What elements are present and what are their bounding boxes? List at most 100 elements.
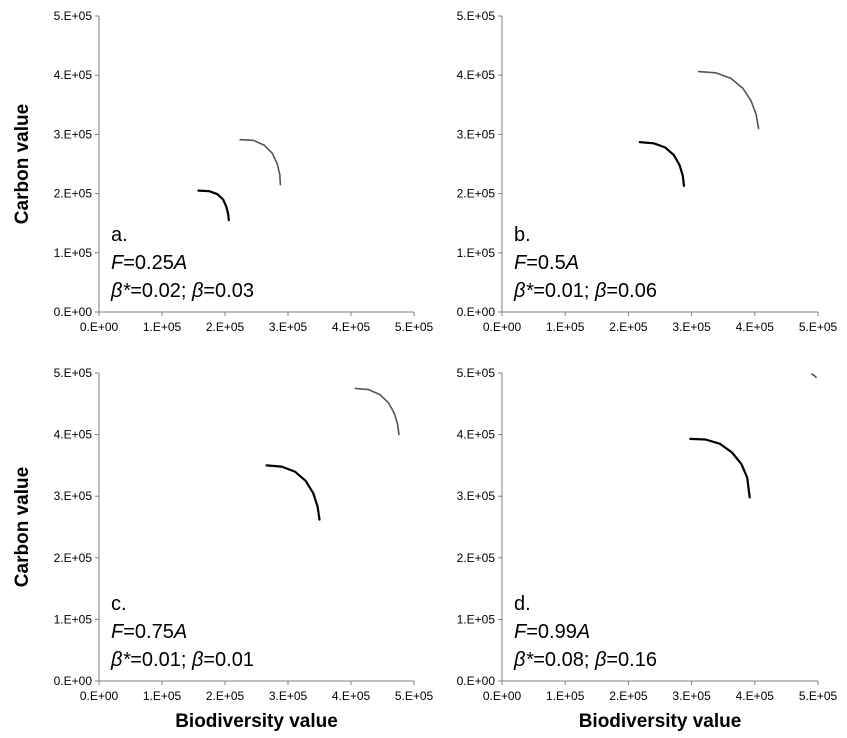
x-tick-label: 3.E+05 [269, 689, 308, 703]
panel-2: 0.E+00 1.E+05 2.E+05 3.E+05 4.E+05 5.E+05 0.E+… [457, 9, 838, 334]
beta-annotation-part: =0.06 [606, 280, 657, 302]
beta-annotation: β*=0.02; β=0.03 [110, 280, 254, 302]
x-tick-label: 2.E+05 [206, 320, 245, 334]
x-tick-label: 1.E+05 [546, 320, 585, 334]
beta-annotation-part: =0.08; [533, 649, 595, 671]
y-tick-label: 5.E+05 [54, 9, 93, 23]
beta-annotation-part: β [191, 649, 203, 671]
y-tick-label: 2.E+05 [457, 551, 496, 565]
y-tick-label: 4.E+05 [54, 68, 93, 82]
f-annotation-part: A [565, 252, 579, 274]
y-axis-title: Carbon value [12, 467, 33, 587]
x-tick-label: 0.E+00 [80, 320, 119, 334]
x-tick-label: 4.E+05 [736, 320, 775, 334]
y-tick-label: 5.E+05 [457, 9, 496, 23]
y-tick-label: 3.E+05 [457, 489, 496, 503]
x-tick-label: 3.E+05 [672, 689, 711, 703]
panel-label: d. [514, 593, 531, 615]
x-axis-title: Biodiversity value [175, 711, 338, 732]
f-annotation-part: =0.99 [526, 621, 577, 643]
y-tick-label: 4.E+05 [457, 428, 496, 442]
x-tick-label: 0.E+00 [483, 320, 522, 334]
y-tick-label: 0.E+00 [54, 674, 93, 688]
y-tick-label: 3.E+05 [54, 489, 93, 503]
f-annotation-part: F [111, 252, 125, 274]
x-tick-label: 0.E+00 [483, 689, 522, 703]
y-tick-label: 0.E+00 [54, 305, 93, 319]
beta-annotation-part: =0.16 [606, 649, 657, 671]
x-tick-label: 1.E+05 [546, 689, 585, 703]
y-tick-label: 5.E+05 [457, 366, 496, 380]
frontier-curve-2 [354, 387, 400, 436]
y-tick-label: 4.E+05 [457, 68, 496, 82]
f-annotation-part: A [576, 621, 590, 643]
y-tick-label: 5.E+05 [54, 366, 93, 380]
beta-annotation-part: =0.01; [130, 649, 192, 671]
x-tick-label: 4.E+05 [332, 320, 371, 334]
y-tick-label: 0.E+00 [457, 674, 496, 688]
f-annotation-part: F [514, 252, 528, 274]
beta-annotation-part: =0.02; [130, 280, 192, 302]
beta-annotation: β*=0.08; β=0.16 [513, 649, 657, 671]
y-tick-label: 2.E+05 [54, 187, 93, 201]
y-tick-label: 2.E+05 [457, 187, 496, 201]
panel-3: 0.E+00 1.E+05 2.E+05 3.E+05 4.E+05 5.E+05 0.E+… [12, 366, 434, 732]
f-annotation: F=0.5A [514, 252, 579, 274]
panel-4: 0.E+00 1.E+05 2.E+05 3.E+05 4.E+05 5.E+05 0.E+… [457, 366, 838, 732]
beta-annotation-part: β* [110, 649, 131, 671]
x-axis-title: Biodiversity value [579, 711, 742, 732]
x-tick-label: 5.E+05 [799, 320, 838, 334]
f-annotation-part: F [111, 621, 125, 643]
y-tick-label: 1.E+05 [54, 612, 93, 626]
frontier-curve-1 [689, 437, 751, 499]
x-tick-label: 3.E+05 [672, 320, 711, 334]
x-tick-label: 1.E+05 [143, 689, 182, 703]
x-tick-label: 4.E+05 [332, 689, 371, 703]
beta-annotation-part: β [191, 280, 203, 302]
beta-annotation-part: β [594, 280, 606, 302]
beta-annotation: β*=0.01; β=0.06 [513, 280, 657, 302]
frontier-curve-1 [265, 464, 321, 521]
f-annotation-part: =0.25 [123, 252, 174, 274]
y-tick-label: 3.E+05 [54, 127, 93, 141]
y-tick-label: 1.E+05 [457, 246, 496, 260]
beta-annotation-part: =0.03 [203, 280, 254, 302]
beta-annotation-part: β* [513, 649, 534, 671]
x-tick-label: 5.E+05 [395, 320, 434, 334]
f-annotation-part: =0.5 [526, 252, 565, 274]
x-tick-label: 5.E+05 [799, 689, 838, 703]
beta-annotation-part: =0.01 [203, 649, 254, 671]
f-annotation-part: A [173, 252, 187, 274]
f-annotation-part: A [173, 621, 187, 643]
frontier-curve-2 [810, 373, 817, 379]
panel-label: a. [111, 224, 128, 246]
panel-label: b. [514, 224, 531, 246]
f-annotation: F=0.75A [111, 621, 187, 643]
x-tick-label: 2.E+05 [609, 689, 648, 703]
frontier-curve-2 [239, 138, 282, 186]
x-tick-label: 0.E+00 [80, 689, 119, 703]
beta-annotation-part: β* [110, 280, 131, 302]
y-axis-title: Carbon value [12, 104, 33, 224]
y-tick-label: 1.E+05 [457, 612, 496, 626]
beta-annotation-part: β* [513, 280, 534, 302]
x-tick-label: 4.E+05 [736, 689, 775, 703]
y-tick-label: 1.E+05 [54, 246, 93, 260]
frontier-curve-2 [697, 70, 760, 130]
f-annotation-part: =0.75 [123, 621, 174, 643]
x-tick-label: 3.E+05 [269, 320, 308, 334]
y-tick-label: 2.E+05 [54, 551, 93, 565]
beta-annotation-part: β [594, 649, 606, 671]
f-annotation: F=0.25A [111, 252, 187, 274]
panel-label: c. [111, 593, 127, 615]
y-tick-label: 4.E+05 [54, 428, 93, 442]
frontier-curve-1 [638, 141, 686, 187]
x-tick-label: 5.E+05 [395, 689, 434, 703]
f-annotation: F=0.99A [514, 621, 590, 643]
beta-annotation-part: =0.01; [533, 280, 595, 302]
x-tick-label: 2.E+05 [206, 689, 245, 703]
panel-1: 0.E+00 1.E+05 2.E+05 3.E+05 4.E+05 5.E+05 0.E+… [12, 9, 434, 334]
y-tick-label: 3.E+05 [457, 127, 496, 141]
beta-annotation: β*=0.01; β=0.01 [110, 649, 254, 671]
